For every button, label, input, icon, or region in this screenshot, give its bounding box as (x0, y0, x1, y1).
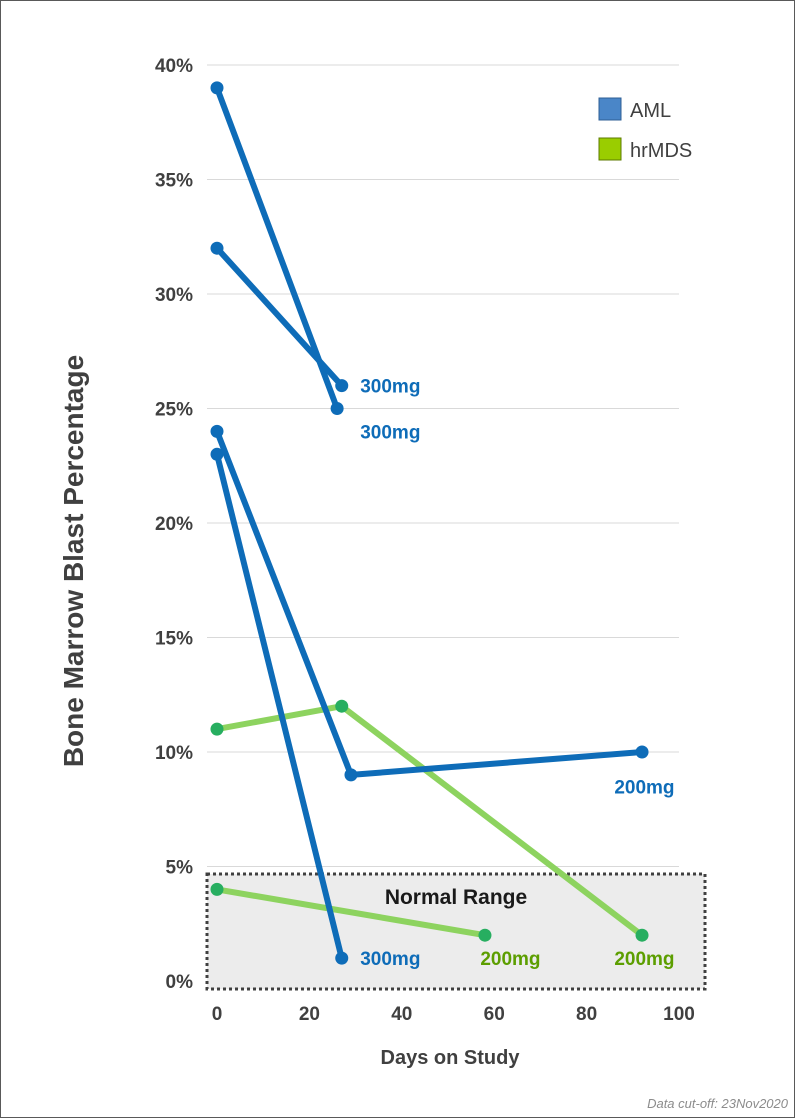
hrmds-data-point (210, 722, 224, 736)
x-tick-label: 0 (212, 1004, 223, 1025)
x-axis-ticks: 0 20 40 60 80 100 (212, 1004, 695, 1025)
legend-swatch-hrmds (598, 137, 622, 161)
y-tick-label: 30% (155, 285, 193, 306)
aml-data-point (210, 447, 224, 461)
y-tick-label: 40% (155, 56, 193, 77)
aml-data-point (210, 241, 224, 255)
series-markers (210, 81, 649, 965)
legend: AML hrMDS (598, 97, 692, 162)
dose-label: 300mg (360, 422, 420, 443)
y-tick-label: 25% (155, 400, 193, 421)
dose-label: 300mg (360, 949, 420, 970)
aml-data-point (330, 402, 344, 415)
aml-data-point (335, 951, 349, 965)
y-tick-label: 10% (155, 743, 193, 764)
y-tick-label: 15% (155, 629, 193, 650)
dose-label: 200mg (480, 949, 540, 970)
aml-data-point (335, 379, 349, 393)
x-tick-label: 100 (663, 1004, 695, 1025)
x-tick-label: 80 (576, 1004, 597, 1025)
y-tick-label: 20% (155, 514, 193, 535)
aml-series-line (214, 451, 345, 962)
x-tick-label: 40 (391, 1004, 412, 1025)
y-tick-label: 5% (166, 858, 194, 879)
legend-label-hrmds: hrMDS (630, 140, 692, 162)
gridlines (207, 64, 679, 867)
y-tick-label: 0% (166, 972, 194, 993)
dose-label: 300mg (360, 377, 420, 398)
x-tick-label: 20 (299, 1004, 320, 1025)
y-axis-label: Bone Marrow Blast Percentage (58, 355, 89, 767)
hrmds-data-point (635, 928, 649, 942)
dose-label: 200mg (614, 777, 674, 798)
x-tick-label: 60 (484, 1004, 505, 1025)
dose-annotations: 300mg 300mg 200mg 300mg 200mg 200mg (360, 377, 674, 970)
x-axis-label: Days on Study (381, 1047, 521, 1069)
y-tick-label: 35% (155, 171, 193, 192)
aml-data-point (210, 81, 224, 95)
aml-series-line (214, 245, 345, 389)
y-axis-ticks: 0% 5% 10% 15% 20% 25% 30% 35% 40% (155, 56, 193, 993)
dose-label: 200mg (614, 949, 674, 970)
aml-data-point (635, 745, 649, 759)
legend-swatch-aml (598, 97, 622, 121)
hrmds-data-point (210, 882, 224, 896)
hrmds-series-line (214, 886, 488, 939)
normal-range-label: Normal Range (385, 886, 527, 909)
hrmds-data-point (335, 699, 349, 713)
hrmds-data-point (478, 928, 492, 942)
data-cutoff-note: Data cut-off: 23Nov2020 (647, 1096, 788, 1111)
legend-label-aml: AML (630, 100, 671, 122)
aml-data-point (344, 768, 358, 782)
aml-data-point (210, 424, 224, 438)
